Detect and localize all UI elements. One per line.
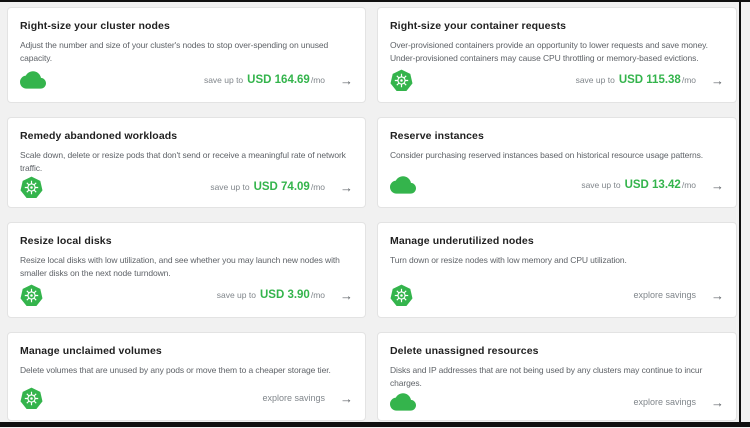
save-up-to-label: save up to (210, 182, 250, 193)
screenshot-frame-bottom (0, 422, 750, 427)
card-title: Right-size your cluster nodes (20, 20, 170, 32)
savings-card-grid: Right-size your cluster nodes Adjust the… (7, 7, 737, 421)
savings-card[interactable]: Right-size your container requests Over-… (377, 7, 737, 103)
savings-card[interactable]: Remedy abandoned workloads Scale down, d… (7, 117, 366, 208)
per-month-label: /mo (681, 75, 696, 85)
screenshot-frame-right (739, 0, 741, 426)
savings-amount: USD 13.42 (624, 179, 681, 191)
save-up-to-label: save up to (581, 180, 621, 190)
cloud-icon (390, 393, 416, 412)
card-footer: save up to USD 13.42 /mo → (390, 173, 724, 197)
card-title: Manage underutilized nodes (390, 235, 534, 247)
card-title: Reserve instances (390, 130, 484, 142)
per-month-label: /mo (310, 75, 325, 85)
save-up-to-label: save up to (216, 290, 256, 300)
savings-estimate: save up to USD 74.09 /mo (210, 181, 325, 193)
cloud-icon (390, 175, 416, 195)
kubernetes-icon (20, 176, 43, 199)
arrow-right-icon[interactable]: → (711, 287, 724, 303)
card-footer: save up to USD 115.38 /mo → (390, 68, 724, 92)
save-up-to-label: save up to (575, 75, 615, 85)
screenshot-frame-top (0, 0, 750, 2)
card-title: Manage unclaimed volumes (20, 345, 162, 357)
per-month-label: /mo (681, 180, 696, 190)
card-footer: explore savings → (20, 386, 353, 410)
savings-amount: USD 3.90 (259, 289, 310, 301)
card-description: Resize local disks with low utilization,… (20, 255, 340, 279)
card-footer: save up to USD 164.69 /mo → (20, 68, 353, 92)
card-title: Remedy abandoned workloads (20, 130, 178, 142)
arrow-right-icon[interactable]: → (340, 179, 353, 195)
explore-savings-link[interactable]: explore savings (262, 393, 325, 403)
savings-estimate: save up to USD 115.38 /mo (576, 74, 696, 86)
explore-savings-link[interactable]: explore savings (633, 397, 696, 408)
arrow-right-icon[interactable]: → (340, 287, 353, 303)
savings-card[interactable]: Right-size your cluster nodes Adjust the… (7, 7, 366, 103)
savings-amount: USD 164.69 (247, 74, 310, 86)
per-month-label: /mo (310, 182, 325, 193)
card-title: Delete unassigned resources (390, 345, 539, 357)
arrow-right-icon[interactable]: → (340, 390, 353, 406)
kubernetes-icon (20, 284, 43, 307)
per-month-label: /mo (310, 290, 325, 300)
card-description: Consider purchasing reserved instances b… (390, 150, 703, 160)
card-footer: save up to USD 74.09 /mo → (20, 175, 353, 199)
arrow-right-icon[interactable]: → (711, 177, 724, 193)
arrow-right-icon[interactable]: → (711, 394, 724, 410)
card-footer: save up to USD 3.90 /mo → (20, 283, 353, 307)
savings-card[interactable]: Delete unassigned resources Disks and IP… (377, 332, 737, 421)
kubernetes-icon (390, 284, 413, 307)
card-description: Over-provisioned containers provide an o… (390, 40, 708, 64)
savings-amount: USD 74.09 (253, 181, 310, 194)
card-title: Right-size your container requests (390, 20, 567, 32)
card-description: Delete volumes that are unused by any po… (20, 365, 331, 375)
savings-amount: USD 115.38 (618, 74, 681, 86)
card-title: Resize local disks (20, 235, 112, 247)
save-up-to-label: save up to (203, 75, 244, 85)
kubernetes-icon (390, 69, 413, 92)
arrow-right-icon[interactable]: → (711, 72, 724, 88)
card-footer: explore savings → (390, 283, 724, 307)
kubernetes-icon (20, 387, 43, 410)
card-description: Scale down, delete or resize pods that d… (20, 150, 346, 174)
card-description: Adjust the number and size of your clust… (20, 40, 329, 64)
savings-card[interactable]: Manage underutilized nodes Turn down or … (377, 222, 737, 318)
card-description: Disks and IP addresses that are not bein… (390, 365, 703, 389)
card-description: Turn down or resize nodes with low memor… (390, 255, 627, 265)
arrow-right-icon[interactable]: → (340, 72, 353, 88)
savings-card[interactable]: Resize local disks Resize local disks wi… (7, 222, 366, 318)
savings-estimate: save up to USD 164.69 /mo (204, 74, 325, 86)
cloud-icon (20, 70, 46, 90)
savings-estimate: save up to USD 3.90 /mo (217, 289, 325, 301)
card-footer: explore savings → (390, 390, 724, 414)
explore-savings-link[interactable]: explore savings (633, 290, 696, 300)
savings-card[interactable]: Manage unclaimed volumes Delete volumes … (7, 332, 366, 421)
savings-card[interactable]: Reserve instances Consider purchasing re… (377, 117, 737, 208)
savings-estimate: save up to USD 13.42 /mo (581, 179, 696, 191)
